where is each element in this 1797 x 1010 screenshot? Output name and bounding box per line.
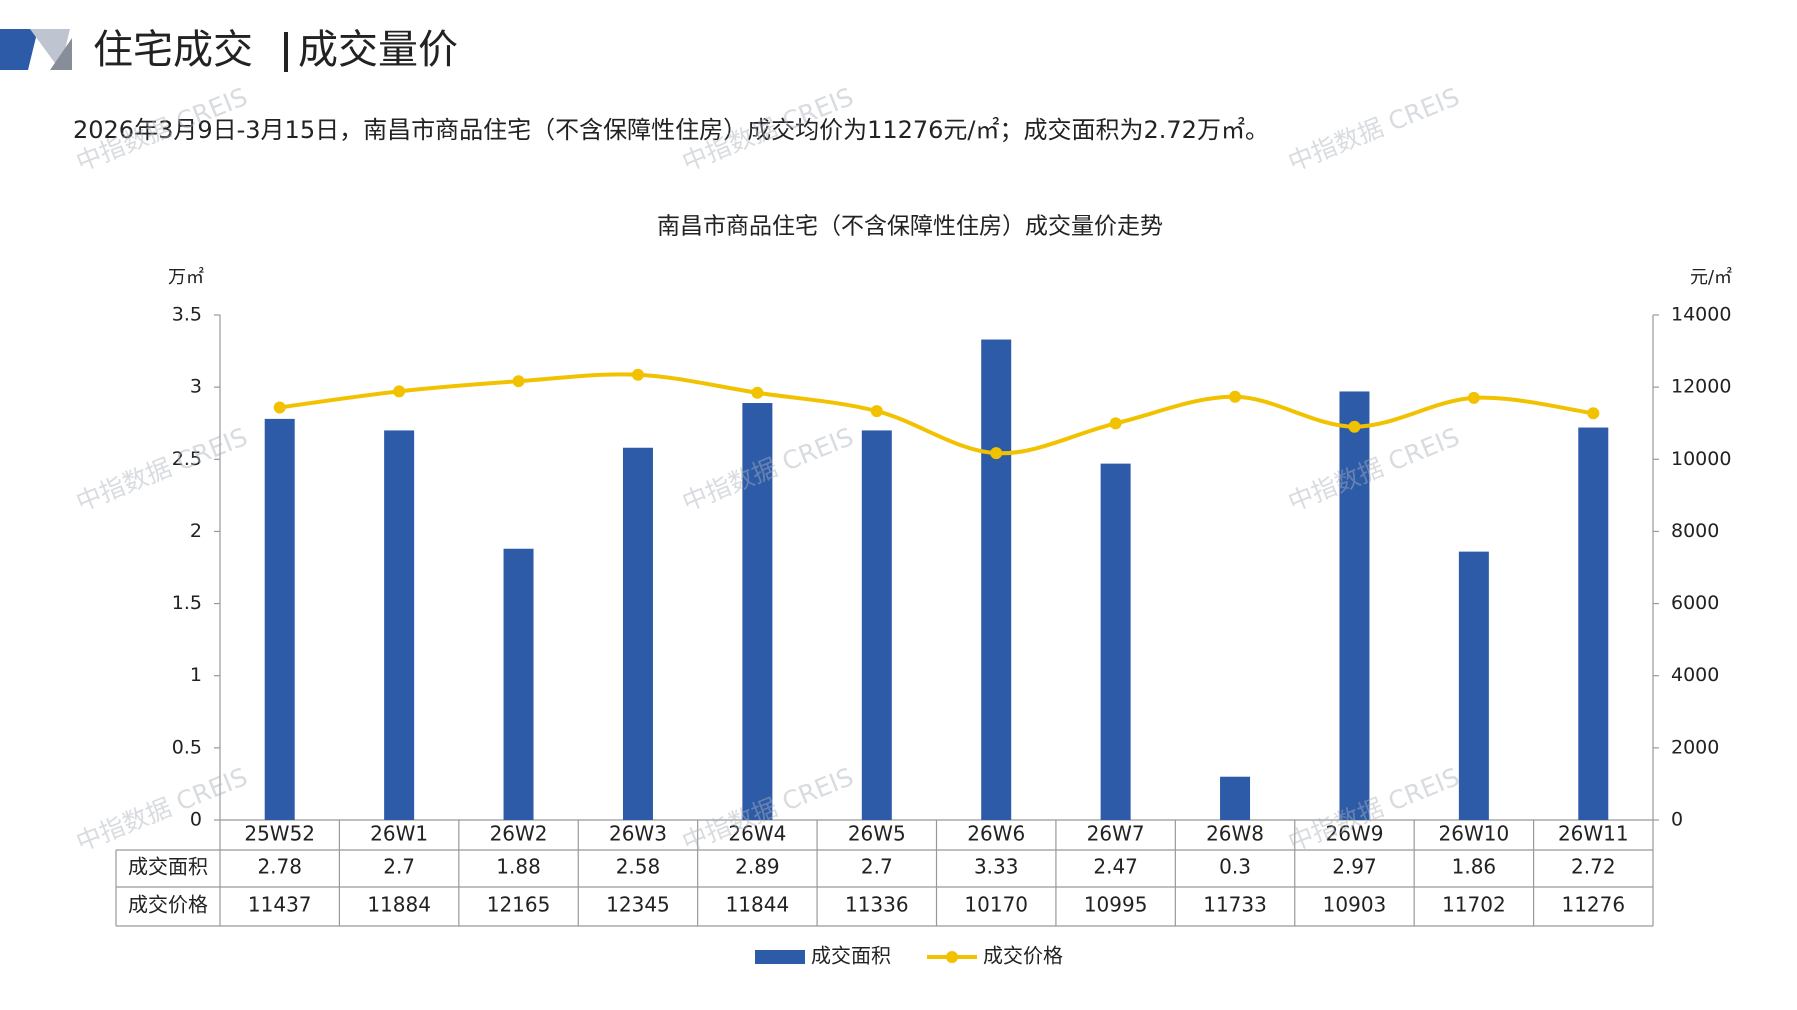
y2-tick-label: 10000 <box>1671 448 1731 470</box>
table-cell: 11336 <box>845 893 909 917</box>
line-point <box>1348 420 1361 433</box>
table-cell: 2.47 <box>1093 855 1138 879</box>
line-point <box>1109 417 1122 430</box>
x-tick-label: 26W5 <box>848 822 906 846</box>
y-tick-label: 3.5 <box>172 304 202 326</box>
watermark: 中指数据 CREIS <box>72 422 251 517</box>
y2-tick-label: 0 <box>1671 809 1683 831</box>
table-cell: 11733 <box>1203 893 1267 917</box>
table-row-label: 成交面积 <box>128 855 208 879</box>
bar <box>1578 427 1609 820</box>
y-tick-label: 2 <box>190 520 202 542</box>
y-tick-label: 1.5 <box>172 592 202 614</box>
table-cell: 1.88 <box>496 855 541 879</box>
table-cell: 10170 <box>964 893 1028 917</box>
line-point <box>631 368 644 381</box>
table-cell: 10995 <box>1084 893 1148 917</box>
x-tick-label: 26W10 <box>1439 822 1510 846</box>
table-cell: 2.78 <box>257 855 302 879</box>
table-cell: 2.7 <box>383 855 415 879</box>
y2-tick-label: 6000 <box>1671 592 1719 614</box>
legend-label: 成交面积 <box>811 944 891 968</box>
table-cell: 12345 <box>606 893 670 917</box>
bar <box>1220 776 1251 820</box>
table-cell: 3.33 <box>974 855 1019 879</box>
watermark: 中指数据 CREIS <box>1284 82 1463 177</box>
table-cell: 2.97 <box>1332 855 1377 879</box>
y-tick-label: 0.5 <box>172 736 202 758</box>
line <box>279 372 1594 456</box>
bar <box>622 447 653 820</box>
table-cell: 12165 <box>487 893 551 917</box>
y-tick-label: 2.5 <box>172 448 202 470</box>
line-point <box>990 447 1003 460</box>
y2-tick-label: 12000 <box>1671 376 1731 398</box>
table-cell: 2.89 <box>735 855 780 879</box>
y-tick-label: 1 <box>190 664 202 686</box>
header-icon <box>0 29 72 70</box>
watermark: 中指数据 CREIS <box>72 762 251 857</box>
x-tick-label: 26W9 <box>1325 822 1383 846</box>
legend-label: 成交价格 <box>983 944 1063 968</box>
table-cell: 0.3 <box>1219 855 1251 879</box>
line-point <box>393 385 406 398</box>
table-cell: 11844 <box>726 893 790 917</box>
y-tick-label: 3 <box>190 376 202 398</box>
bar <box>742 403 773 820</box>
bar <box>384 430 415 820</box>
bar <box>1458 551 1489 820</box>
bar <box>264 418 295 820</box>
y2-axis-label: 元/㎡ <box>1690 266 1732 288</box>
line-point <box>1587 407 1600 420</box>
bar <box>503 548 534 820</box>
table-cell: 11884 <box>367 893 431 917</box>
table-cell: 2.58 <box>616 855 661 879</box>
watermark: 中指数据 CREIS <box>1284 422 1463 517</box>
header-subtitle: 成交量价 <box>298 27 458 73</box>
y-tick-label: 0 <box>190 809 202 831</box>
line-point <box>751 386 764 399</box>
table-row-label: 成交价格 <box>128 893 208 917</box>
x-tick-label: 26W11 <box>1558 822 1629 846</box>
header-title: 住宅成交 <box>93 27 253 73</box>
table-cell: 11702 <box>1442 893 1506 917</box>
y-axis-label: 万㎡ <box>168 266 204 288</box>
line-point <box>273 401 286 414</box>
bar <box>981 339 1012 820</box>
table-cell: 11437 <box>248 893 312 917</box>
summary: 2026年3月9日-3月15日，南昌市商品住宅（不含保障性住房）成交均价为112… <box>73 116 1269 144</box>
x-tick-label: 26W8 <box>1206 822 1264 846</box>
y2-tick-label: 14000 <box>1671 304 1731 326</box>
x-tick-label: 26W7 <box>1087 822 1145 846</box>
line-point <box>1467 391 1480 404</box>
table-cell: 1.86 <box>1452 855 1497 879</box>
x-tick-label: 26W1 <box>370 822 428 846</box>
line-point <box>1229 390 1242 403</box>
y2-tick-label: 8000 <box>1671 520 1719 542</box>
x-tick-label: 26W6 <box>967 822 1025 846</box>
y2-tick-label: 4000 <box>1671 664 1719 686</box>
line-point <box>512 375 525 388</box>
bar <box>861 430 892 820</box>
x-tick-label: 25W52 <box>244 822 315 846</box>
legend-swatch <box>946 951 958 963</box>
bar <box>1100 463 1131 820</box>
y2-tick-label: 2000 <box>1671 736 1719 758</box>
table-cell: 11276 <box>1561 893 1625 917</box>
x-tick-label: 26W3 <box>609 822 667 846</box>
table-cell: 2.72 <box>1571 855 1616 879</box>
line-point <box>870 405 883 418</box>
x-tick-label: 26W2 <box>490 822 548 846</box>
legend-swatch <box>755 950 805 964</box>
table-cell: 2.7 <box>861 855 893 879</box>
x-tick-label: 26W4 <box>728 822 786 846</box>
bar <box>1339 391 1370 820</box>
table-cell: 10903 <box>1323 893 1387 917</box>
chart-title: 南昌市商品住宅（不含保障性住房）成交量价走势 <box>657 214 1163 240</box>
